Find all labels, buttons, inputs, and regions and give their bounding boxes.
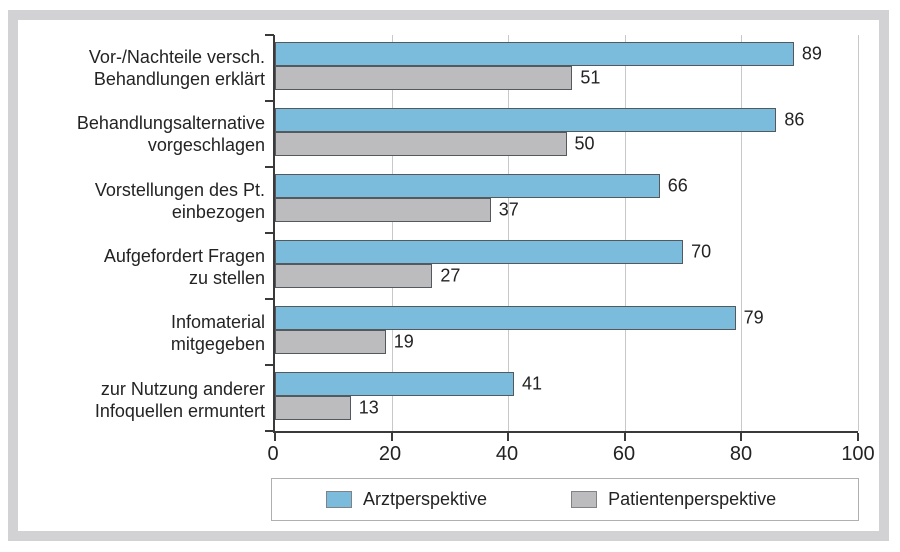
x-tick-label: 0 (267, 443, 279, 465)
category-label: zur Nutzung anderer Infoquellen ermuntert (94, 378, 265, 421)
x-axis-tick (623, 433, 626, 441)
bar-arztperspektive (275, 372, 515, 396)
legend-label-arztperspektive: Arztperspektive (363, 489, 488, 509)
plot-area: 89 51 86 50 66 37 70 27 79 19 41 13 (265, 34, 859, 441)
category-label-row: Vorstellungen des Pt. einbezogen (20, 168, 265, 234)
bar-patientenperspektive (275, 329, 386, 354)
x-axis-labels: 0 20 40 60 80 100 (267, 443, 874, 467)
legend-label-patientenperspektive: Patientenperspektive (608, 489, 777, 509)
value-label: 66 (667, 175, 688, 196)
x-axis-tick (507, 433, 510, 441)
category-label: Behandlungsalternative vorgeschlagen (76, 113, 265, 156)
value-label: 51 (580, 67, 601, 88)
y-axis-tick (265, 99, 274, 102)
x-tick-label: 80 (729, 443, 753, 465)
value-label: 86 (784, 109, 805, 130)
value-label: 27 (440, 265, 461, 286)
gridline (508, 35, 510, 431)
bar-patientenperspektive (275, 264, 433, 288)
category-label: Vorstellungen des Pt. einbezogen (94, 179, 265, 222)
gridline (391, 35, 393, 431)
value-label: 13 (358, 397, 379, 418)
gridline (624, 35, 626, 431)
bar-arztperspektive (275, 42, 794, 66)
x-axis-tick (740, 433, 743, 441)
y-axis-tick (265, 297, 274, 300)
category-label-row: Behandlungsalternative vorgeschlagen (20, 101, 265, 167)
category-labels: Vor-/Nachteile versch. Behandlungen erklä… (20, 35, 265, 433)
y-axis-tick (265, 232, 274, 234)
value-label: 19 (393, 331, 414, 352)
bar-arztperspektive (275, 240, 684, 264)
value-label: 70 (691, 241, 712, 262)
x-axis-tick (857, 433, 859, 441)
x-axis-tick (390, 433, 393, 441)
x-axis-tick (274, 433, 276, 441)
y-axis-tick (265, 430, 274, 432)
legend: Arztperspektive Patientenperspektive (271, 478, 859, 521)
legend-swatch-arztperspektive (326, 491, 352, 508)
value-label: 79 (743, 307, 764, 328)
bar-arztperspektive (275, 107, 777, 132)
bar-patientenperspektive (275, 131, 567, 156)
legend-item-arztperspektive: Arztperspektive (326, 489, 487, 510)
gridline (741, 35, 743, 431)
bar-patientenperspektive (275, 396, 351, 420)
value-label: 41 (522, 373, 543, 394)
value-label: 50 (574, 133, 595, 154)
category-label-row: Infomaterial mitgegeben (20, 300, 265, 366)
y-axis-tick (265, 364, 274, 366)
value-label: 37 (498, 199, 519, 220)
y-axis-tick (265, 34, 274, 36)
bar-arztperspektive (275, 173, 660, 198)
category-label-row: Aufgefordert Fragen zu stellen (20, 234, 265, 300)
x-tick-label: 60 (612, 443, 636, 465)
legend-item-patientenperspektive: Patientenperspektive (571, 489, 776, 510)
category-label-row: Vor-/Nachteile versch. Behandlungen erklä… (20, 35, 265, 101)
category-label: Infomaterial mitgegeben (170, 312, 265, 355)
category-label-row: zur Nutzung anderer Infoquellen ermuntert (20, 367, 265, 433)
x-tick-label: 100 (841, 443, 875, 465)
bar-arztperspektive (275, 305, 736, 330)
legend-swatch-patientenperspektive (571, 491, 598, 508)
y-axis-tick (265, 165, 274, 168)
x-tick-label: 40 (495, 443, 519, 465)
gridline (858, 35, 859, 431)
x-tick-label: 20 (378, 443, 402, 465)
category-label: Vor-/Nachteile versch. Behandlungen erklä… (88, 47, 265, 90)
category-label: Aufgefordert Fragen zu stellen (103, 246, 265, 289)
value-label: 89 (801, 43, 822, 64)
bar-patientenperspektive (275, 197, 491, 222)
bar-patientenperspektive (275, 66, 573, 90)
